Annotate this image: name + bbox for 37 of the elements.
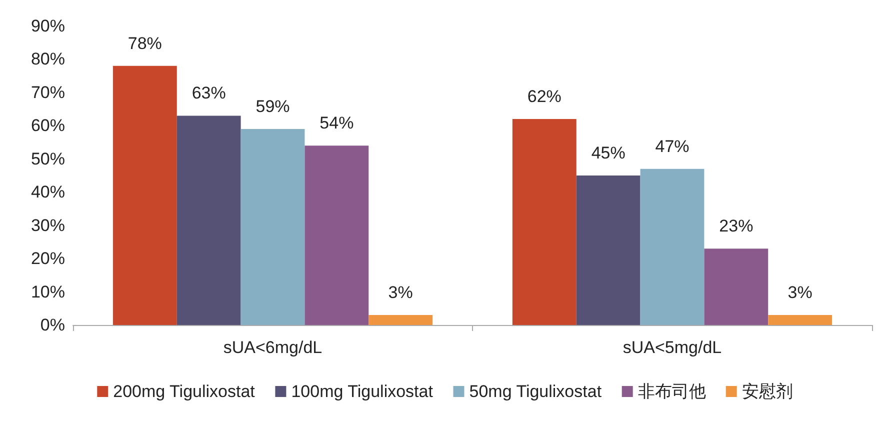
bar <box>576 176 640 325</box>
legend-label: 非布司他 <box>638 382 706 401</box>
y-tick-label: 60% <box>30 116 65 136</box>
y-tick-label: 90% <box>30 16 65 36</box>
data-label: 23% <box>719 216 754 236</box>
bar <box>512 119 576 325</box>
bar <box>368 315 433 325</box>
data-label: 3% <box>388 283 413 302</box>
data-label: 3% <box>788 283 812 302</box>
x-tick-label: sUA<5mg/dL <box>622 338 722 357</box>
y-tick-label: 30% <box>30 216 65 235</box>
y-tick-label: 0% <box>40 316 65 334</box>
y-tick-label: 40% <box>30 182 65 202</box>
legend-label: 50mg Tigulixostat <box>469 382 602 401</box>
bar <box>176 116 241 325</box>
bar <box>768 315 832 325</box>
y-tick-label: 10% <box>30 282 65 302</box>
y-tick-label: 80% <box>30 50 65 69</box>
data-label: 59% <box>256 96 290 116</box>
data-label: 45% <box>591 144 626 162</box>
legend-label: 安慰剂 <box>742 382 793 401</box>
y-tick-label: 20% <box>30 249 65 268</box>
legend-label: 100mg Tigulixostat <box>291 382 434 401</box>
bar <box>640 168 704 325</box>
x-tick-label: sUA<6mg/dL <box>223 338 322 357</box>
bar <box>240 128 305 325</box>
y-tick-label: 70% <box>30 82 65 102</box>
data-label: 78% <box>128 34 162 53</box>
data-label: 47% <box>655 136 690 156</box>
y-tick-label: 50% <box>30 149 65 168</box>
data-label: 63% <box>192 84 226 103</box>
legend-label: 200mg Tigulixostat <box>113 382 256 401</box>
data-label: 62% <box>527 87 562 106</box>
bar <box>704 248 768 325</box>
bar <box>112 66 177 325</box>
bar <box>304 146 369 325</box>
data-label: 54% <box>320 114 354 133</box>
